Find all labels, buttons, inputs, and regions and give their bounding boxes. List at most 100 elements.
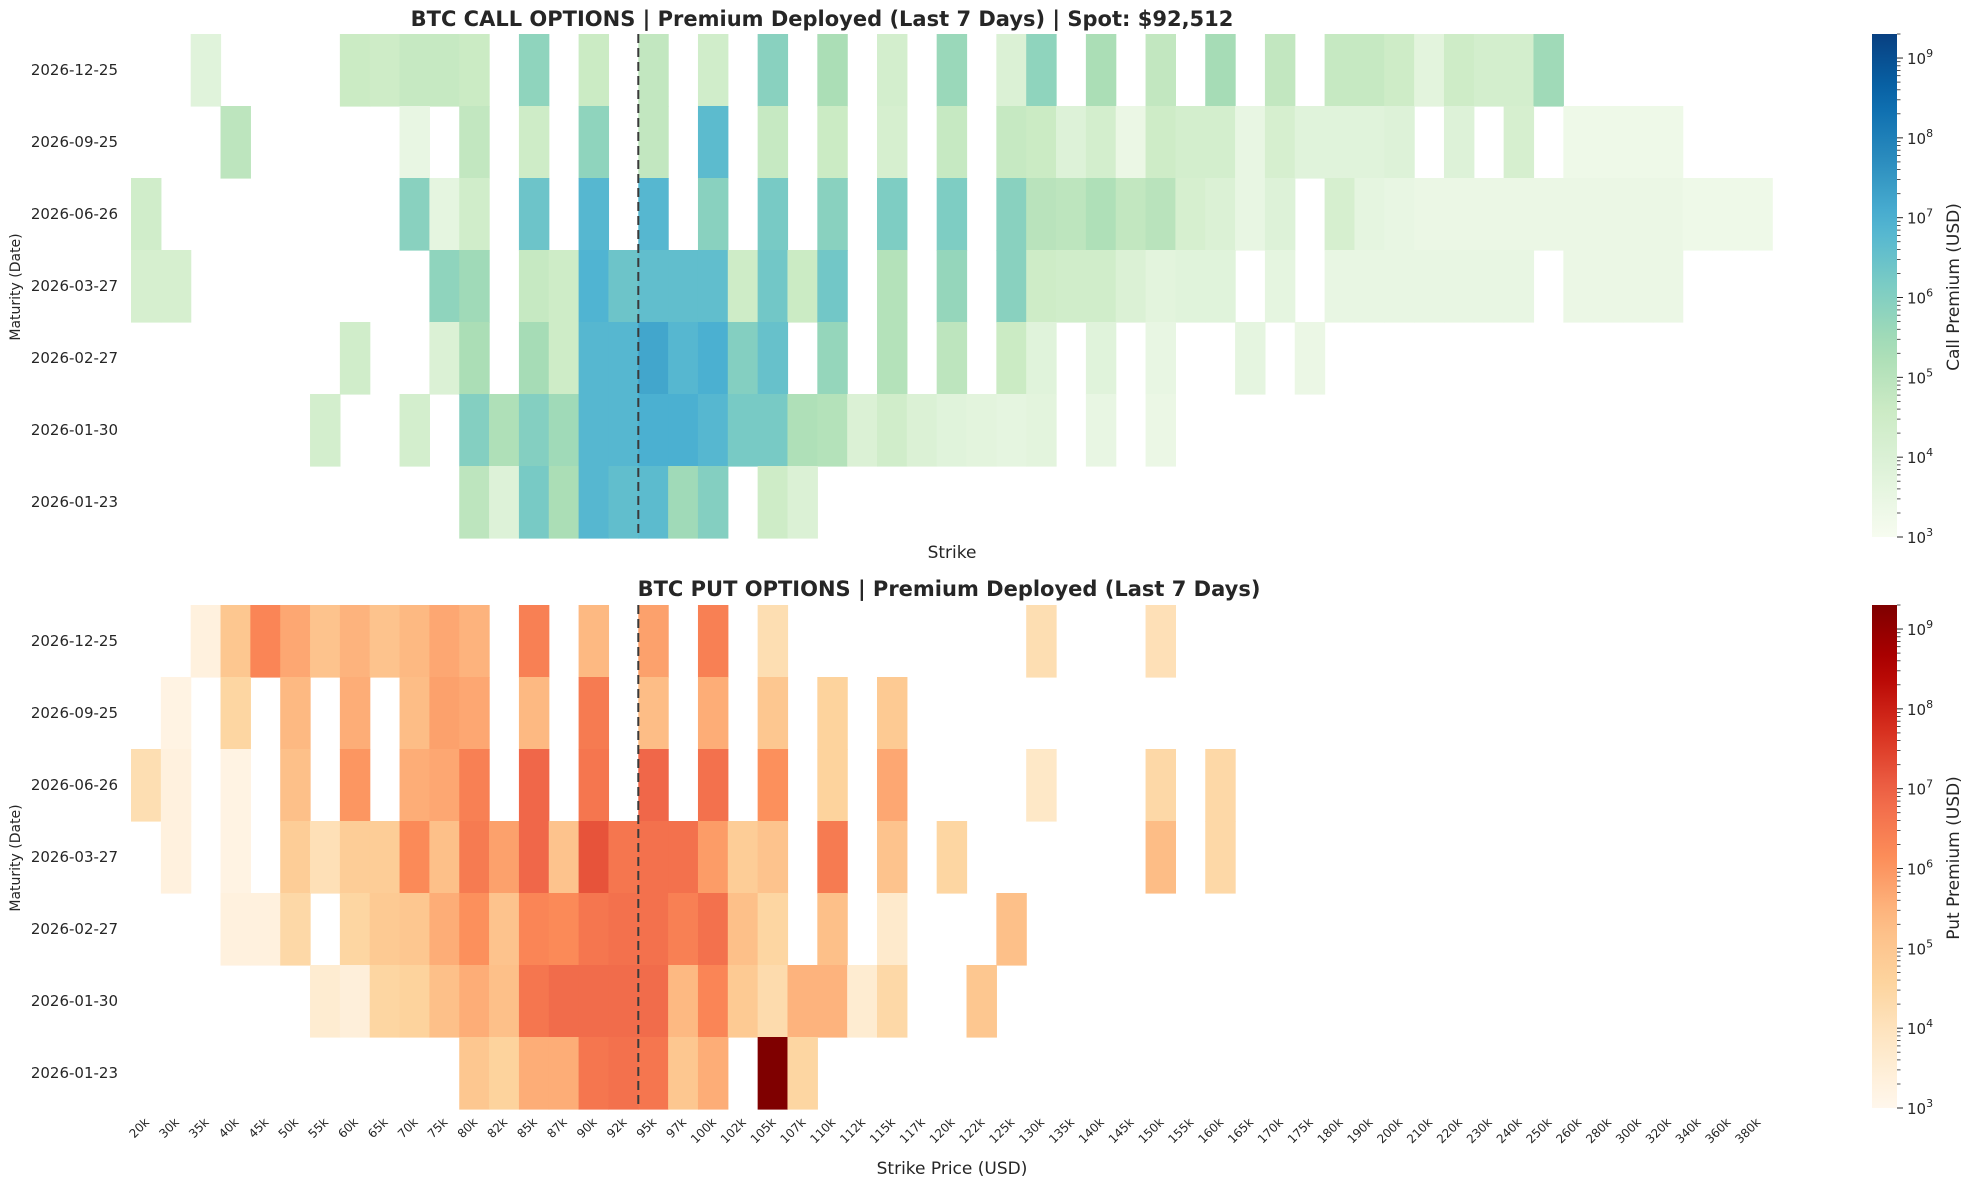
heatmap-cell bbox=[578, 322, 610, 395]
puts-heatmap-cells bbox=[131, 605, 1236, 1110]
heatmap-cell bbox=[518, 394, 550, 467]
heatmap-cell bbox=[578, 466, 610, 539]
calls-colorbar: 103 104 105 106 107 108 109 Call Premium (USD) bbox=[1872, 33, 1964, 547]
heatmap-cell bbox=[936, 178, 968, 251]
heatmap-cell bbox=[1354, 250, 1385, 323]
heatmap-cell bbox=[697, 322, 729, 395]
heatmap-cell bbox=[817, 322, 848, 395]
heatmap-cell bbox=[1026, 250, 1057, 323]
strike-tick-label: 100k bbox=[688, 1115, 719, 1146]
heatmap-cell bbox=[399, 178, 430, 251]
heatmap-cell bbox=[160, 749, 192, 822]
heatmap-cell bbox=[459, 965, 490, 1038]
strike-tick-label: 35k bbox=[186, 1115, 212, 1141]
heatmap-cell bbox=[936, 821, 968, 894]
heatmap-cell bbox=[190, 605, 222, 678]
heatmap-cell bbox=[548, 893, 580, 966]
heatmap-cell bbox=[877, 106, 908, 179]
heatmap-cell bbox=[1264, 178, 1296, 251]
colorbar-tick-label: 105 bbox=[1907, 366, 1933, 387]
heatmap-cell bbox=[131, 749, 162, 822]
heatmap-cell bbox=[668, 250, 699, 323]
heatmap-cell bbox=[697, 178, 729, 251]
heatmap-cell bbox=[877, 394, 908, 467]
heatmap-cell bbox=[131, 250, 162, 323]
heatmap-cell bbox=[1324, 106, 1356, 179]
heatmap-cell bbox=[817, 34, 848, 107]
heatmap-cell bbox=[1205, 821, 1236, 894]
puts-xlabel: Strike Price (USD) bbox=[877, 1159, 1028, 1179]
strike-tick-label: 90k bbox=[574, 1115, 600, 1141]
heatmap-cell bbox=[757, 322, 789, 395]
heatmap-cell bbox=[1175, 106, 1206, 179]
strike-tick-label: 70k bbox=[395, 1115, 421, 1141]
heatmap-cell bbox=[1115, 250, 1147, 323]
heatmap-cell bbox=[817, 749, 848, 822]
strike-tick-label: 170k bbox=[1255, 1115, 1286, 1146]
colorbar-tick-label: 109 bbox=[1907, 618, 1933, 639]
heatmap-cell bbox=[1414, 250, 1445, 323]
heatmap-cell bbox=[548, 821, 580, 894]
heatmap-cell bbox=[429, 893, 460, 966]
heatmap-cell bbox=[877, 250, 908, 323]
heatmap-cell bbox=[1264, 250, 1296, 323]
colorbar-tick-label: 107 bbox=[1907, 207, 1933, 228]
heatmap-cell bbox=[369, 965, 401, 1038]
heatmap-cell bbox=[578, 250, 610, 323]
heatmap-cell bbox=[1652, 178, 1684, 251]
heatmap-cell bbox=[1443, 106, 1475, 179]
heatmap-cell bbox=[578, 749, 610, 822]
heatmap-cell bbox=[877, 34, 908, 107]
heatmap-cell bbox=[459, 394, 490, 467]
heatmap-cell bbox=[697, 893, 729, 966]
heatmap-cell bbox=[429, 965, 460, 1038]
heatmap-cell bbox=[817, 965, 848, 1038]
strike-tick-label: 122k bbox=[957, 1115, 988, 1146]
strike-tick-label: 120k bbox=[927, 1115, 958, 1146]
strike-tick-label: 240k bbox=[1494, 1115, 1525, 1146]
heatmap-cell bbox=[1503, 106, 1535, 179]
heatmap-cell bbox=[250, 605, 281, 678]
heatmap-cell bbox=[339, 893, 371, 966]
strike-tick-label: 300k bbox=[1613, 1115, 1644, 1146]
heatmap-cell bbox=[548, 466, 580, 539]
heatmap-cell bbox=[638, 322, 669, 395]
heatmap-cell bbox=[638, 821, 669, 894]
heatmap-cell bbox=[399, 394, 430, 467]
strike-tick-label: 82k bbox=[485, 1115, 511, 1141]
heatmap-cell bbox=[697, 749, 729, 822]
heatmap-cell bbox=[1205, 34, 1236, 107]
heatmap-cell bbox=[1354, 106, 1385, 179]
heatmap-cell bbox=[399, 749, 430, 822]
colorbar-tick-label: 106 bbox=[1907, 858, 1933, 879]
heatmap-cell bbox=[697, 821, 729, 894]
heatmap-cell bbox=[668, 965, 699, 1038]
heatmap-cell bbox=[668, 1037, 699, 1110]
heatmap-cell bbox=[280, 893, 311, 966]
heatmap-cell bbox=[996, 322, 1027, 395]
puts-title: BTC PUT OPTIONS | Premium Deployed (Last… bbox=[638, 577, 1261, 602]
puts-panel: BTC PUT OPTIONS | Premium Deployed (Last… bbox=[8, 577, 1964, 1179]
heatmap-cell bbox=[668, 821, 699, 894]
heatmap-cell bbox=[578, 394, 610, 467]
heatmap-cell bbox=[399, 677, 430, 750]
heatmap-cell bbox=[757, 466, 789, 539]
heatmap-cell bbox=[1473, 250, 1505, 323]
heatmap-cell bbox=[1414, 178, 1445, 251]
strike-tick-label: 200k bbox=[1374, 1115, 1405, 1146]
heatmap-cell bbox=[369, 34, 401, 107]
maturity-label: 2026-03-27 bbox=[31, 848, 118, 866]
heatmap-cell bbox=[489, 1037, 520, 1110]
heatmap-cell bbox=[697, 394, 729, 467]
heatmap-cell bbox=[668, 322, 699, 395]
heatmap-cell bbox=[1085, 106, 1117, 179]
heatmap-cell bbox=[608, 322, 639, 395]
puts-maturity-labels: 2026-12-25 2026-09-25 2026-06-26 2026-03-27… bbox=[31, 632, 118, 1082]
heatmap-cell bbox=[578, 821, 610, 894]
heatmap-cell bbox=[1324, 250, 1356, 323]
colorbar-tick-label: 106 bbox=[1907, 287, 1933, 308]
heatmap-cell bbox=[339, 965, 371, 1038]
heatmap-cell bbox=[668, 466, 699, 539]
heatmap-cell bbox=[608, 466, 639, 539]
heatmap-cell bbox=[936, 106, 968, 179]
